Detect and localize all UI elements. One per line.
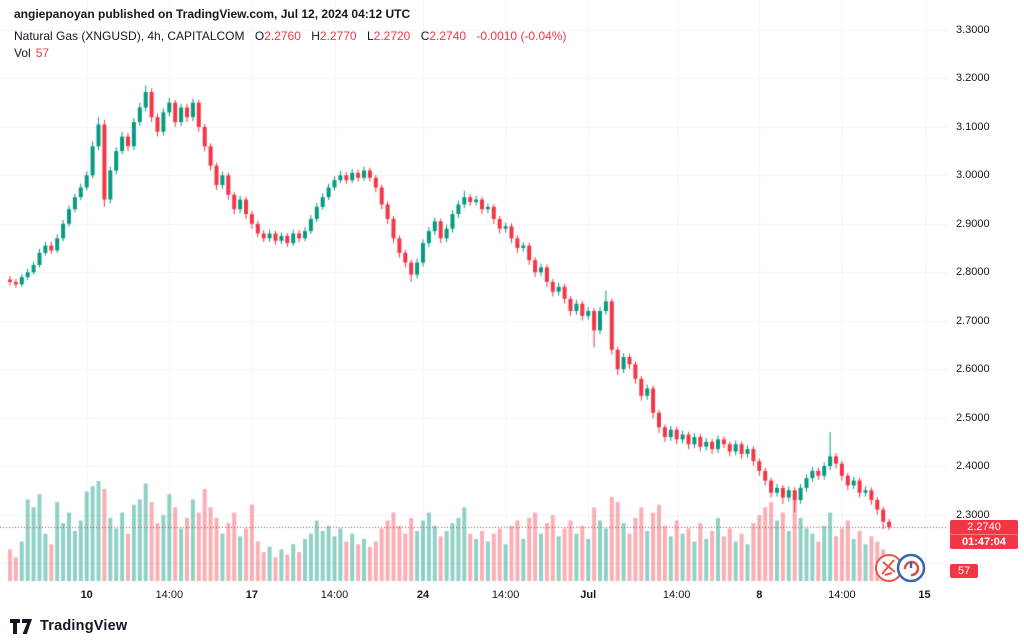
volume-value: 57 — [35, 46, 50, 60]
price-axis-label: 2.3000 — [956, 508, 990, 521]
price-axis-label: 2.8000 — [956, 266, 990, 279]
bar-countdown: 01:47:04 — [950, 534, 1018, 549]
current-price-badge: 2.2740 01:47:04 — [950, 520, 1018, 550]
attribution-text: angiepanoyan published on TradingView.co… — [14, 7, 411, 21]
tradingview-footer[interactable]: TradingView — [10, 618, 127, 634]
close-label: C — [420, 29, 430, 43]
tradingview-brand-text: TradingView — [40, 618, 128, 634]
time-axis-label: 14:00 — [491, 589, 520, 601]
symbol-legend: Natural Gas (XNGUSD), 4h, CAPITALCOM O2.… — [14, 29, 566, 43]
time-axis-label: Jul — [580, 589, 597, 601]
high-label: H — [311, 29, 320, 43]
capitalcom-watermark — [875, 553, 926, 583]
low-label: L — [366, 29, 374, 43]
time-axis-label: 14:00 — [155, 589, 184, 601]
price-axis-label: 3.0000 — [956, 169, 990, 182]
price-axis-label: 2.5000 — [956, 411, 990, 424]
price-axis-label: 2.6000 — [956, 363, 990, 376]
time-axis-label: 24 — [416, 589, 430, 601]
time-axis-label: 8 — [756, 589, 763, 601]
time-axis-label: 17 — [245, 589, 259, 601]
volume-label: Vol — [14, 46, 31, 60]
price-axis-label: 3.1000 — [956, 120, 990, 133]
high-value: 2.2770 — [319, 29, 357, 43]
price-axis-label: 2.9000 — [956, 217, 990, 230]
open-label: O — [254, 29, 265, 43]
price-axis-label: 2.7000 — [956, 314, 990, 327]
current-volume-badge: 57 — [950, 564, 979, 578]
time-axis-label: 14:00 — [320, 589, 349, 601]
time-axis-label: 15 — [918, 589, 931, 601]
volume-legend: Vol 57 — [14, 46, 49, 60]
open-value: 2.2760 — [264, 29, 301, 43]
current-price-label: 2.2740 — [967, 521, 1001, 534]
price-axis-label: 2.4000 — [956, 460, 990, 473]
time-axis-label: 14:00 — [828, 589, 856, 601]
price-axis-label: 3.2000 — [956, 72, 990, 85]
time-axis-label: 10 — [80, 589, 93, 601]
low-value: 2.2720 — [373, 29, 411, 43]
change-value: -0.0010 (-0.04%) — [476, 29, 567, 43]
time-axis[interactable]: 10 14:00 17 14:00 24 14:00 Jul 14:00 8 14:00 15 — [0, 584, 948, 608]
candlestick-chart[interactable] — [0, 0, 948, 585]
tradingview-logo-icon — [10, 618, 32, 634]
close-value: 2.2740 — [429, 29, 467, 43]
price-axis[interactable]: 3.3000 3.2000 3.1000 3.0000 2.9000 2.8000 2.70… — [948, 0, 1024, 585]
price-axis-label: 3.3000 — [956, 24, 990, 36]
time-axis-label: 14:00 — [662, 589, 691, 601]
symbol-title: Natural Gas (XNGUSD), 4h, CAPITALCOM — [14, 29, 245, 43]
